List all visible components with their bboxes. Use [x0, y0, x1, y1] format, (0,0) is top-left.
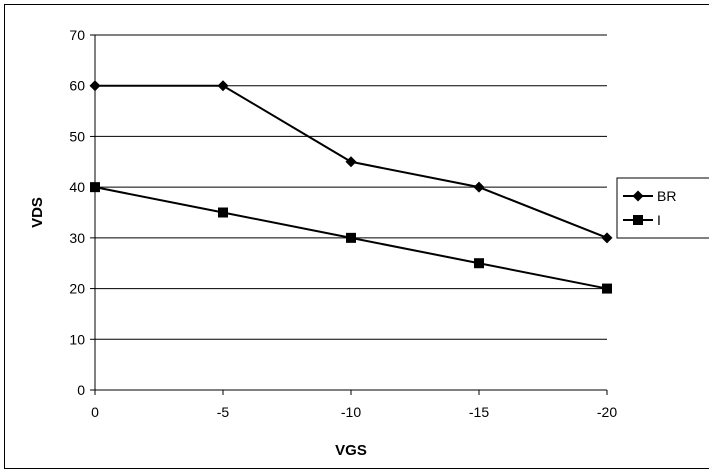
x-tick-label: -20 [597, 404, 617, 420]
plot-area [95, 35, 607, 390]
data-point-br [217, 80, 229, 92]
data-point-br [601, 232, 613, 244]
y-tick-label: 20 [69, 281, 85, 297]
legend: BR I [616, 177, 709, 239]
axes [90, 34, 608, 395]
x-tick-label: -15 [469, 404, 489, 420]
x-tick-label: -10 [341, 404, 361, 420]
series-layer [89, 80, 613, 294]
x-tick-label: 0 [91, 404, 99, 420]
y-tick-label: 40 [69, 179, 85, 195]
y-tick-label: 60 [69, 78, 85, 94]
x-axis-title: VGS [335, 442, 367, 459]
y-tick-label: 30 [69, 230, 85, 246]
y-tick-label: 0 [77, 382, 85, 398]
legend-marker-br [632, 190, 644, 202]
data-point-i [474, 258, 484, 269]
y-tick-label: 70 [69, 27, 85, 43]
data-point-i [90, 182, 100, 193]
legend-marker-i [633, 215, 643, 225]
y-axis-title: VDS [29, 197, 46, 228]
plot-background [95, 35, 607, 390]
legend-box [616, 177, 709, 239]
y-tick-labels: 0 10 20 30 40 50 60 70 [69, 27, 85, 398]
legend-label-br: BR [657, 188, 676, 204]
data-point-br [473, 181, 485, 193]
gridlines [95, 34, 607, 340]
legend-label-i: I [657, 212, 661, 228]
data-point-i [602, 283, 612, 294]
data-point-br [345, 156, 357, 168]
x-tick-labels: 0 -5 -10 -15 -20 [91, 404, 617, 420]
y-tick-label: 10 [69, 331, 85, 347]
x-tick-label: -5 [217, 404, 230, 420]
data-point-br [89, 80, 101, 92]
data-point-i [346, 232, 356, 243]
y-tick-label: 50 [69, 128, 85, 144]
data-point-i [218, 207, 228, 218]
